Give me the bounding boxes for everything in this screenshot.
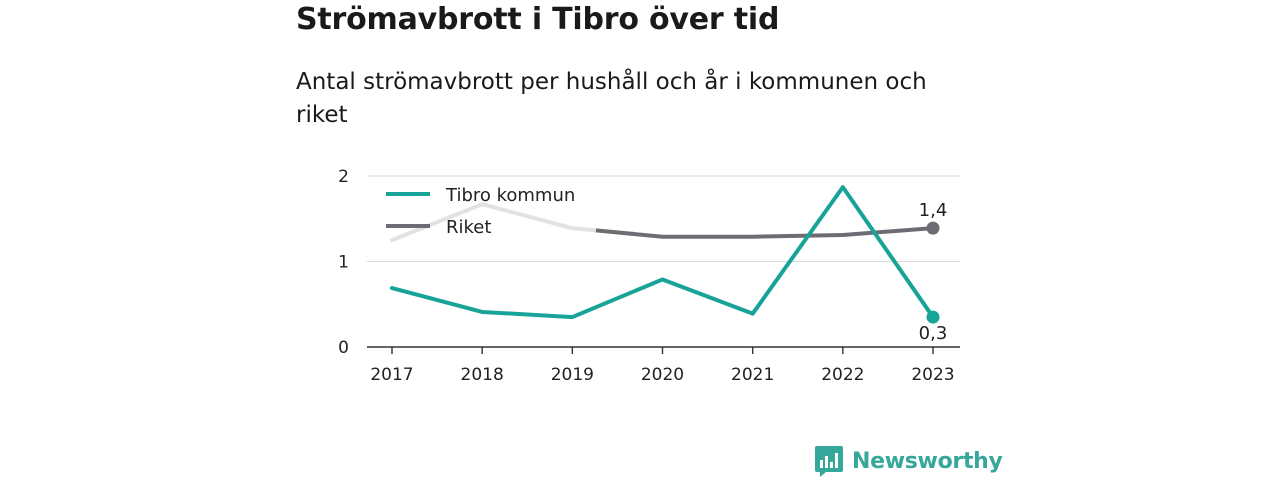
x-tick-label: 2018: [461, 365, 504, 385]
y-tick-label: 0: [338, 338, 349, 358]
chart-title: Strömavbrott i Tibro över tid: [296, 2, 780, 37]
data-label-riket: 1,4: [919, 200, 948, 221]
data-point-riket-2023: [926, 221, 940, 235]
gridlines: [367, 175, 960, 348]
newsworthy-logo: Newsworthy: [814, 444, 1003, 478]
series-line-tibro: [390, 185, 935, 320]
x-tick-label: 2023: [911, 365, 954, 385]
series-line-riket-faded: [390, 202, 598, 243]
data-label-tibro: 0,3: [919, 323, 948, 344]
y-tick-label: 2: [338, 167, 349, 187]
x-tick-label: 2022: [821, 365, 864, 385]
legend-label: Tibro kommun: [445, 185, 575, 206]
brand-name: Newsworthy: [852, 448, 1003, 474]
chart-subtitle: Antal strömavbrott per hushåll och år i …: [296, 69, 927, 128]
legend-label: Riket: [446, 217, 491, 238]
x-tick-label: 2021: [731, 365, 774, 385]
legend: Tibro kommun Riket: [386, 185, 575, 238]
x-tick-label: 2019: [551, 365, 594, 385]
y-axis-ticks: 0 1 2: [338, 167, 349, 358]
bar-chart-logo-icon: [815, 446, 843, 477]
x-tick-label: 2020: [641, 365, 684, 385]
x-tick-label: 2017: [370, 365, 413, 385]
y-tick-label: 1: [338, 253, 349, 273]
data-point-tibro-2023: [926, 310, 940, 324]
series-lines: 1,4 0,3: [390, 185, 948, 344]
series-line-riket: [595, 226, 934, 239]
x-axis-ticks: 2017 2018 2019 2020 2021 2022 2023: [370, 347, 955, 385]
